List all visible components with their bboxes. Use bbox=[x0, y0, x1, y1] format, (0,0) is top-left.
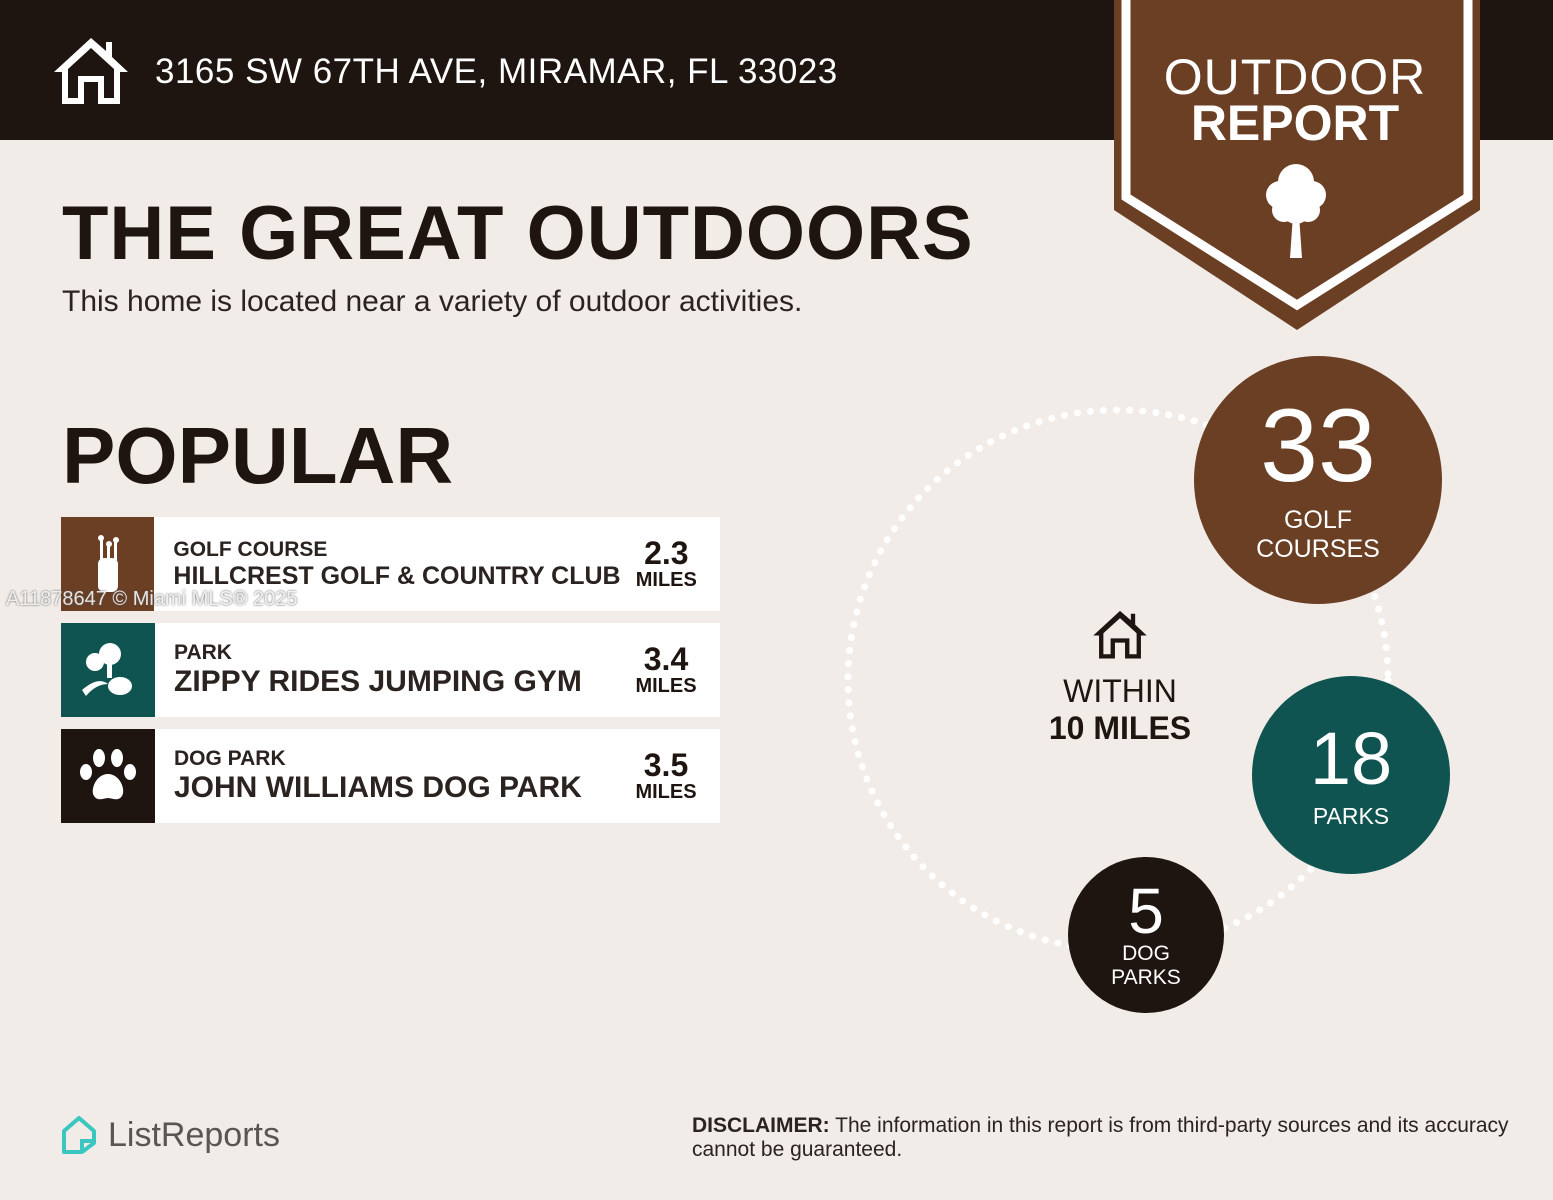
parks-count-circle: 18 PARKS bbox=[1252, 676, 1450, 874]
golf-count: 33 bbox=[1260, 388, 1376, 504]
list-item: GOLF COURSE HILLCREST GOLF & COUNTRY CLUB… bbox=[61, 517, 720, 611]
park-trees-icon bbox=[61, 623, 155, 717]
disclaimer: DISCLAIMER: The information in this repo… bbox=[692, 1114, 1512, 1162]
dogparks-label1: DOG bbox=[1122, 942, 1170, 965]
list-item: DOG PARK JOHN WILLIAMS DOG PARK 3.5 MILES bbox=[61, 729, 720, 823]
item-category: PARK bbox=[174, 641, 232, 664]
parks-count: 18 bbox=[1309, 716, 1393, 800]
badge-title-line2: REPORT bbox=[1190, 95, 1400, 151]
tree-icon bbox=[1266, 164, 1326, 258]
item-name: ZIPPY RIDES JUMPING GYM bbox=[174, 665, 582, 698]
logo-text: ListReports bbox=[108, 1115, 280, 1154]
within-line2: 10 MILES bbox=[1048, 710, 1192, 746]
home-icon bbox=[1093, 610, 1147, 659]
item-unit: MILES bbox=[635, 780, 697, 803]
disclaimer-text: The information in this report is from t… bbox=[692, 1114, 1509, 1161]
within-radius-label: WITHIN 10 MILES bbox=[1020, 608, 1220, 747]
golf-bag-icon bbox=[61, 517, 155, 611]
item-category: DOG PARK bbox=[174, 747, 286, 770]
outdoor-report-badge bbox=[1114, 0, 1480, 330]
item-unit: MILES bbox=[635, 674, 697, 697]
golf-label2: COURSES bbox=[1256, 535, 1380, 563]
address: 3165 SW 67TH AVE, MIRAMAR, FL 33023 bbox=[155, 52, 838, 91]
parks-label: PARKS bbox=[1312, 802, 1390, 829]
page-subtitle: This home is located near a variety of o… bbox=[62, 285, 803, 318]
within-line1: WITHIN bbox=[1063, 673, 1177, 709]
dogparks-count: 5 bbox=[1128, 875, 1164, 947]
item-category: GOLF COURSE bbox=[173, 537, 328, 561]
paw-icon bbox=[61, 729, 155, 823]
listreports-logo: ListReports bbox=[60, 1115, 280, 1155]
popular-heading: POPULAR bbox=[62, 411, 454, 500]
item-distance: 3.4 bbox=[643, 640, 689, 677]
item-distance: 3.5 bbox=[643, 746, 689, 783]
dogparks-label2: PARKS bbox=[1111, 966, 1181, 989]
item-name: HILLCREST GOLF & COUNTRY CLUB bbox=[173, 561, 621, 590]
page-title: THE GREAT OUTDOORS bbox=[62, 191, 974, 276]
item-name: JOHN WILLIAMS DOG PARK bbox=[174, 771, 582, 804]
dog-parks-count-circle: 5 DOG PARKS bbox=[1068, 857, 1224, 1013]
list-item: PARK ZIPPY RIDES JUMPING GYM 3.4 MILES bbox=[61, 623, 720, 717]
watermark: A11878647 © Miami MLS® 2025 bbox=[6, 588, 298, 610]
item-distance: 2.3 bbox=[644, 534, 689, 571]
badge-title-line1: OUTDOOR bbox=[1163, 49, 1427, 105]
golf-label1: GOLF bbox=[1283, 506, 1353, 534]
listreports-logo-icon bbox=[62, 1116, 96, 1154]
disclaimer-label: DISCLAIMER: bbox=[692, 1114, 830, 1137]
item-unit: MILES bbox=[635, 568, 697, 591]
home-icon bbox=[54, 38, 128, 104]
golf-courses-count-circle: 33 GOLF COURSES bbox=[1194, 356, 1442, 604]
